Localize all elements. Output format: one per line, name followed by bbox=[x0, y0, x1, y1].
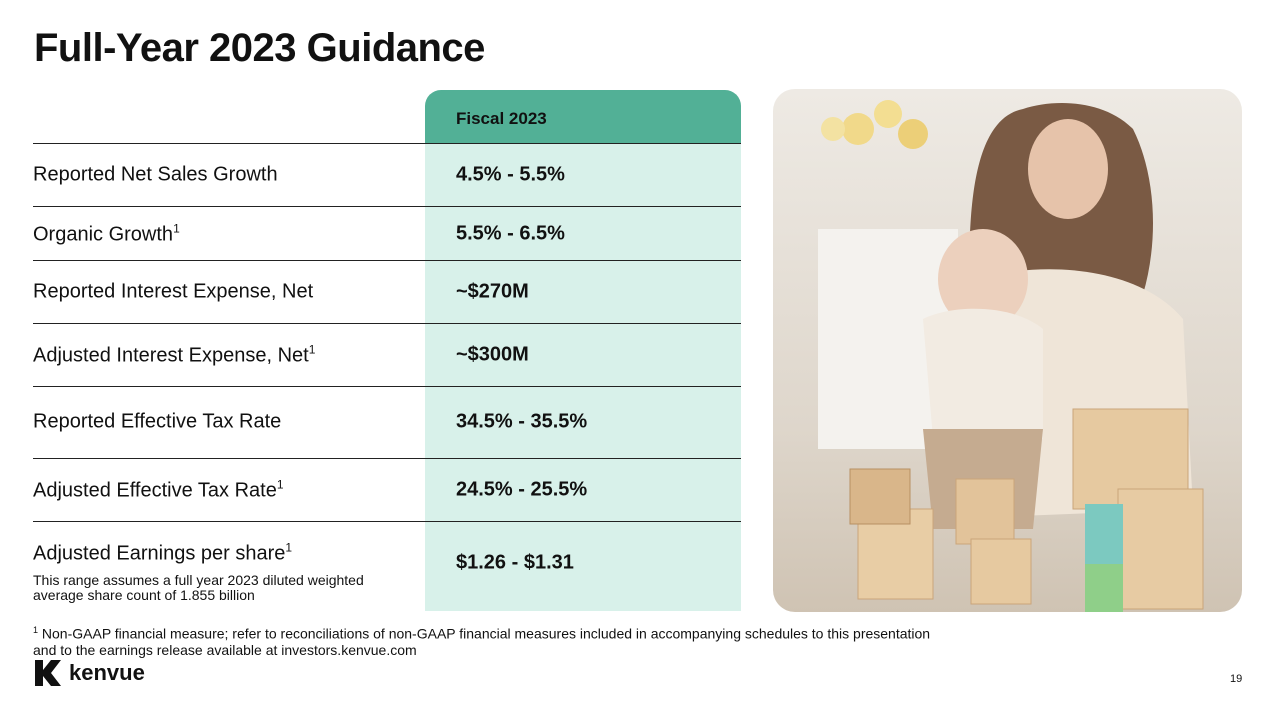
photo bbox=[773, 89, 1242, 612]
row-divider bbox=[33, 143, 741, 144]
logo: kenvue bbox=[35, 660, 145, 686]
row-divider bbox=[33, 386, 741, 387]
row-value: 34.5% - 35.5% bbox=[456, 410, 588, 433]
footnote-marker: 1 bbox=[33, 625, 39, 635]
page-number: 19 bbox=[1230, 673, 1243, 685]
row-value: ~$270M bbox=[456, 280, 529, 303]
row-label: Organic Growth1 bbox=[33, 222, 180, 247]
superscript: 1 bbox=[308, 342, 316, 357]
row-divider bbox=[33, 206, 741, 207]
row-label-text: Reported Interest Expense, Net bbox=[33, 280, 314, 303]
column-header: Fiscal 2023 bbox=[425, 90, 741, 143]
row-divider bbox=[33, 323, 741, 324]
row-value: $1.26 - $1.31 bbox=[456, 551, 574, 574]
row-value: 24.5% - 25.5% bbox=[456, 478, 588, 501]
row-divider bbox=[33, 260, 741, 261]
footnote-line: Non-GAAP financial measure; refer to rec… bbox=[41, 625, 931, 642]
row-label: Adjusted Effective Tax Rate1 bbox=[33, 478, 284, 503]
superscript: 1 bbox=[285, 540, 293, 555]
row-label-text: Reported Net Sales Growth bbox=[33, 163, 278, 186]
superscript: 1 bbox=[173, 221, 180, 236]
row-note: This range assumes a full year 2023 dilu… bbox=[33, 572, 364, 603]
row-label-text: Reported Effective Tax Rate bbox=[33, 410, 282, 433]
footnote-line: and to the earnings release available at… bbox=[33, 641, 417, 658]
row-label-text: Adjusted Effective Tax Rate bbox=[33, 479, 277, 502]
row-value: 5.5% - 6.5% bbox=[456, 222, 565, 245]
superscript: 1 bbox=[276, 477, 284, 492]
row-label: Reported Net Sales Growth bbox=[33, 164, 278, 187]
row-label-text: Organic Growth bbox=[33, 223, 174, 246]
row-label-text: Adjusted Earnings per share bbox=[33, 542, 286, 565]
row-divider bbox=[33, 521, 741, 522]
row-label-text: Adjusted Interest Expense, Net bbox=[33, 344, 309, 367]
column-header-text: Fiscal 2023 bbox=[456, 109, 547, 128]
value-column bbox=[425, 143, 741, 611]
row-label: Adjusted Interest Expense, Net1 bbox=[33, 343, 315, 368]
logo-text: kenvue bbox=[69, 660, 145, 685]
row-divider bbox=[33, 458, 741, 459]
row-value: 4.5% - 5.5% bbox=[456, 163, 565, 186]
row-label: Reported Effective Tax Rate bbox=[33, 411, 281, 434]
slide-title: Full-Year 2023 Guidance bbox=[34, 26, 485, 70]
row-label: Reported Interest Expense, Net bbox=[33, 281, 313, 304]
row-value: ~$300M bbox=[456, 343, 529, 366]
logo-mark bbox=[35, 660, 61, 686]
row-label: Adjusted Earnings per share1 bbox=[33, 541, 292, 566]
footnote: 1 Non-GAAP financial measure; refer to r… bbox=[33, 622, 930, 658]
